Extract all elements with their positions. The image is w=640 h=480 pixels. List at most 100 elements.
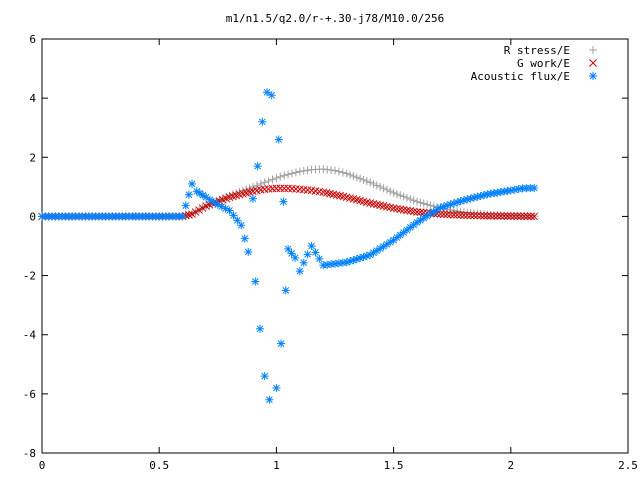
- legend-label: Acoustic flux/E: [471, 70, 570, 83]
- data-point: [284, 244, 293, 253]
- y-tick-label: -6: [23, 388, 36, 401]
- data-point: [221, 204, 230, 213]
- data-point: [315, 254, 324, 263]
- data-point: [456, 211, 465, 219]
- data-point: [470, 211, 478, 220]
- data-point: [251, 277, 260, 286]
- data-point: [264, 176, 273, 185]
- data-point: [406, 195, 415, 204]
- x-tick-label: 2.5: [618, 459, 638, 472]
- data-point: [299, 166, 308, 175]
- data-point: [265, 395, 274, 404]
- data-point: [256, 179, 265, 188]
- data-point: [486, 212, 495, 220]
- y-tick-label: 4: [29, 92, 36, 105]
- plot-frame: [41, 38, 629, 454]
- data-point: [439, 210, 448, 219]
- data-point: [389, 204, 398, 213]
- data-point: [409, 220, 418, 229]
- data-point: [288, 169, 297, 178]
- data-point: [493, 212, 502, 220]
- data-point: [291, 168, 300, 177]
- data-point: [523, 212, 532, 221]
- data-point: [382, 185, 391, 194]
- data-point: [352, 173, 361, 182]
- y-tick-label: -4: [23, 329, 37, 342]
- data-point: [483, 211, 492, 220]
- data-point: [416, 198, 425, 207]
- data-point: [399, 205, 408, 214]
- legend-marker: [589, 72, 597, 80]
- data-point: [449, 206, 458, 215]
- data-point: [450, 210, 458, 219]
- data-point: [276, 172, 285, 181]
- data-point: [530, 212, 539, 221]
- x-tick-label: 1.5: [384, 459, 404, 472]
- data-point: [396, 205, 405, 214]
- data-point: [303, 166, 312, 175]
- data-point: [516, 212, 525, 221]
- data-point: [338, 168, 347, 177]
- data-point: [181, 211, 190, 220]
- data-point: [453, 211, 462, 219]
- y-tick-label: 6: [29, 33, 36, 46]
- data-point: [379, 184, 388, 193]
- data-point: [195, 206, 203, 214]
- data-point: [510, 212, 519, 221]
- data-point: [372, 181, 381, 190]
- data-point: [188, 210, 196, 218]
- data-point: [490, 212, 498, 220]
- series-2: [38, 88, 539, 404]
- data-point: [473, 211, 482, 220]
- data-point: [396, 231, 405, 240]
- data-point: [346, 257, 355, 266]
- data-point: [392, 190, 401, 199]
- data-point: [272, 173, 281, 182]
- data-point: [295, 267, 304, 276]
- data-point: [460, 211, 468, 220]
- legend-marker: [589, 59, 597, 67]
- data-point: [191, 208, 200, 216]
- data-point: [480, 211, 488, 220]
- data-point: [409, 196, 418, 205]
- data-point: [376, 182, 385, 191]
- data-point: [178, 212, 187, 221]
- data-point: [267, 91, 276, 100]
- data-point: [260, 178, 269, 187]
- data-point: [307, 242, 316, 250]
- data-point: [272, 383, 281, 392]
- data-point: [258, 117, 267, 126]
- data-point: [369, 179, 378, 188]
- data-point: [500, 212, 508, 220]
- data-point: [287, 249, 296, 258]
- data-point: [280, 184, 289, 193]
- data-point: [503, 212, 512, 220]
- data-point: [403, 206, 411, 215]
- series-layer: [38, 88, 539, 404]
- data-point: [184, 190, 193, 199]
- data-point: [342, 169, 351, 178]
- data-point: [276, 184, 285, 193]
- data-point: [376, 244, 385, 253]
- data-point: [280, 171, 289, 180]
- data-point: [419, 199, 428, 208]
- data-point: [362, 177, 371, 186]
- data-point: [406, 207, 415, 215]
- data-point: [252, 181, 261, 190]
- data-point: [520, 212, 529, 221]
- data-point: [506, 212, 515, 220]
- data-point: [263, 88, 272, 97]
- data-point: [513, 212, 522, 221]
- data-point: [334, 167, 343, 176]
- data-point: [413, 197, 422, 206]
- y-tick-label: 0: [29, 210, 36, 223]
- data-point: [279, 197, 288, 206]
- data-point: [268, 175, 277, 184]
- data-point: [198, 204, 207, 212]
- data-point: [402, 193, 411, 202]
- data-point: [386, 238, 395, 247]
- data-point: [303, 250, 312, 259]
- y-tick-label: -2: [23, 270, 36, 283]
